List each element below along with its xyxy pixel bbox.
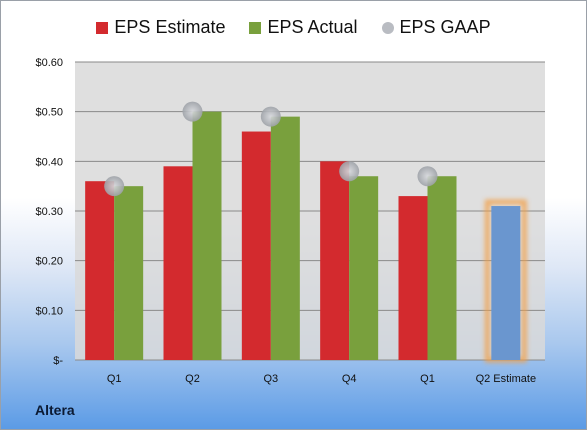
y-tick-label: $0.20 xyxy=(35,256,63,268)
legend-label-eps-actual: EPS Actual xyxy=(267,17,358,37)
bar-eps-estimate xyxy=(320,161,350,360)
bar-eps-q2-estimate xyxy=(491,206,521,360)
bar-eps-actual xyxy=(270,116,300,360)
bar-eps-actual xyxy=(427,176,457,360)
bar-eps-estimate xyxy=(398,196,428,360)
bar-eps-estimate xyxy=(163,166,193,360)
legend-label-eps-estimate: EPS Estimate xyxy=(114,17,226,37)
x-tick-label: Q2 Estimate xyxy=(476,373,537,385)
marker-eps-gaap xyxy=(339,161,360,182)
x-tick-label: Q1 xyxy=(420,373,435,385)
legend-item-eps-estimate: EPS Estimate xyxy=(96,17,225,38)
y-tick-label: $0.30 xyxy=(35,206,63,218)
x-tick-label: Q4 xyxy=(342,373,357,385)
bar-eps-estimate xyxy=(85,181,115,360)
marker-eps-gaap xyxy=(104,176,125,197)
bar-eps-estimate xyxy=(241,131,271,360)
y-tick-label: $0.50 xyxy=(35,107,63,119)
legend: EPS Estimate EPS Actual EPS GAAP xyxy=(1,17,586,38)
x-tick-label: Q3 xyxy=(263,373,278,385)
marker-eps-gaap xyxy=(182,101,203,122)
legend-swatch-eps-gaap xyxy=(381,21,394,34)
x-tick-label: Q2 xyxy=(185,373,200,385)
x-tick-label: Q1 xyxy=(107,373,122,385)
legend-item-eps-gaap: EPS GAAP xyxy=(381,17,491,38)
brand-label: Altera xyxy=(35,402,75,418)
y-tick-label: $- xyxy=(53,355,63,367)
legend-swatch-eps-actual xyxy=(249,21,262,34)
y-tick-label: $0.60 xyxy=(35,57,63,69)
legend-swatch-eps-estimate xyxy=(96,21,109,34)
bar-eps-actual xyxy=(349,176,379,360)
y-tick-label: $0.10 xyxy=(35,305,63,317)
legend-item-eps-actual: EPS Actual xyxy=(249,17,358,38)
marker-eps-gaap xyxy=(417,166,438,187)
marker-eps-gaap xyxy=(260,106,281,127)
bar-eps-actual xyxy=(114,186,144,360)
y-tick-label: $0.40 xyxy=(35,156,63,168)
legend-label-eps-gaap: EPS GAAP xyxy=(399,17,491,37)
bar-eps-actual xyxy=(192,111,222,361)
